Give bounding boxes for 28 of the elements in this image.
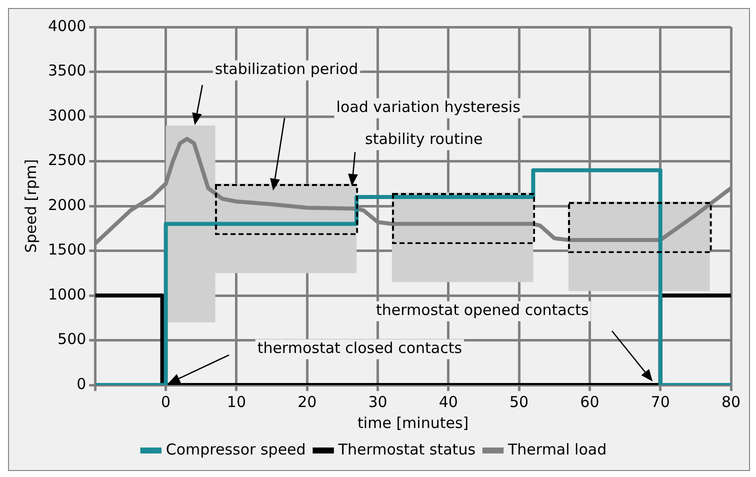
y-tick-label: 500 [58, 330, 86, 348]
x-tick-label: 40 [438, 392, 458, 411]
x-tick-label: 0 [161, 392, 171, 411]
legend-label: Thermal load [507, 440, 607, 458]
x-tick-label: 70 [650, 392, 670, 411]
y-tick-label: 4000 [48, 16, 86, 35]
y-tick-label: 3500 [48, 62, 86, 80]
legend-label: Compressor speed [166, 440, 306, 458]
x-tick-label: 20 [298, 392, 317, 411]
x-tick-label: 10 [226, 392, 246, 411]
annotation: thermostat opened contacts [376, 301, 589, 320]
annotation: load variation hysteresis [336, 98, 521, 116]
annotation: stability routine [365, 130, 483, 148]
x-tick-label: 50 [510, 392, 529, 411]
x-axis-title: time [minutes] [358, 414, 469, 432]
y-tick-label: 1000 [48, 285, 86, 304]
legend-label: Thermostat status [337, 440, 476, 458]
y-tick-label: 1500 [48, 240, 86, 259]
annotation: stabilization period [214, 60, 358, 78]
y-axis-title: Speed [rpm] [22, 159, 40, 253]
y-tick-label: 2500 [48, 151, 86, 170]
x-tick-label: 80 [721, 392, 741, 411]
y-tick-label: 2000 [48, 196, 86, 214]
x-tick-label: 60 [580, 392, 600, 411]
y-tick-label: 0 [76, 374, 86, 393]
y-tick-label: 3000 [48, 106, 86, 124]
x-tick-label: 30 [368, 392, 388, 411]
annotation: thermostat closed contacts [257, 339, 462, 358]
